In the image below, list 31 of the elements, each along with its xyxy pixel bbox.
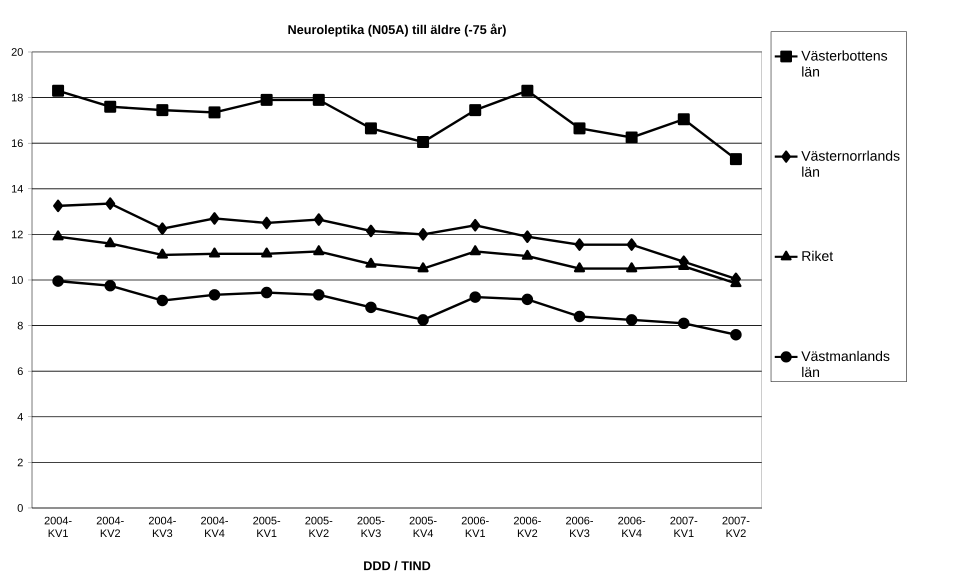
y-tick-label: 16	[12, 139, 23, 148]
y-tick-label: 20	[12, 48, 23, 56]
y-tick-label: 8	[18, 322, 23, 330]
x-tick-label: 2006-KV4	[618, 516, 646, 537]
y-tick-label: 10	[12, 276, 23, 284]
y-tick-label: 0	[18, 504, 23, 512]
x-tick-label: 2007-KV2	[722, 516, 750, 537]
legend-label: Västernorrlands län	[801, 150, 900, 177]
x-tick-label: 2004-KV3	[148, 516, 176, 538]
chart-title: Neuroleptika (N05A) till äldre (-75 år)	[288, 24, 506, 37]
x-axis-title: DDD / TIND	[364, 560, 430, 570]
y-tick-label: 2	[18, 458, 23, 466]
x-tick-label: 2006-KV2	[514, 516, 541, 537]
y-tick-label: 4	[17, 413, 23, 421]
x-tick-label: 2004-KV2	[96, 516, 124, 537]
x-tick-label: 2004-KV4	[201, 516, 228, 537]
y-tick-label: 18	[12, 94, 23, 102]
x-tick-label: 2005-KV2	[305, 516, 332, 537]
legend-label: Västerbottens län	[801, 50, 888, 77]
legend-label: Västmanlands län	[801, 350, 890, 378]
x-tick-label: 2004-KV1	[44, 516, 72, 537]
y-tick-label: 6	[18, 367, 23, 376]
x-tick-label: 2006-KV1	[462, 516, 489, 537]
x-tick-label: 2005-KV1	[253, 516, 280, 537]
y-tick-label: 12	[12, 230, 23, 238]
x-tick-label: 2005-KV3	[357, 516, 384, 538]
x-tick-label: 2007-KV1	[670, 516, 698, 537]
x-tick-label: 2005-KV4	[410, 516, 437, 537]
y-tick-label: 14	[12, 185, 23, 193]
x-tick-label: 2006-KV3	[566, 516, 593, 538]
legend-label: Riket	[802, 250, 834, 261]
